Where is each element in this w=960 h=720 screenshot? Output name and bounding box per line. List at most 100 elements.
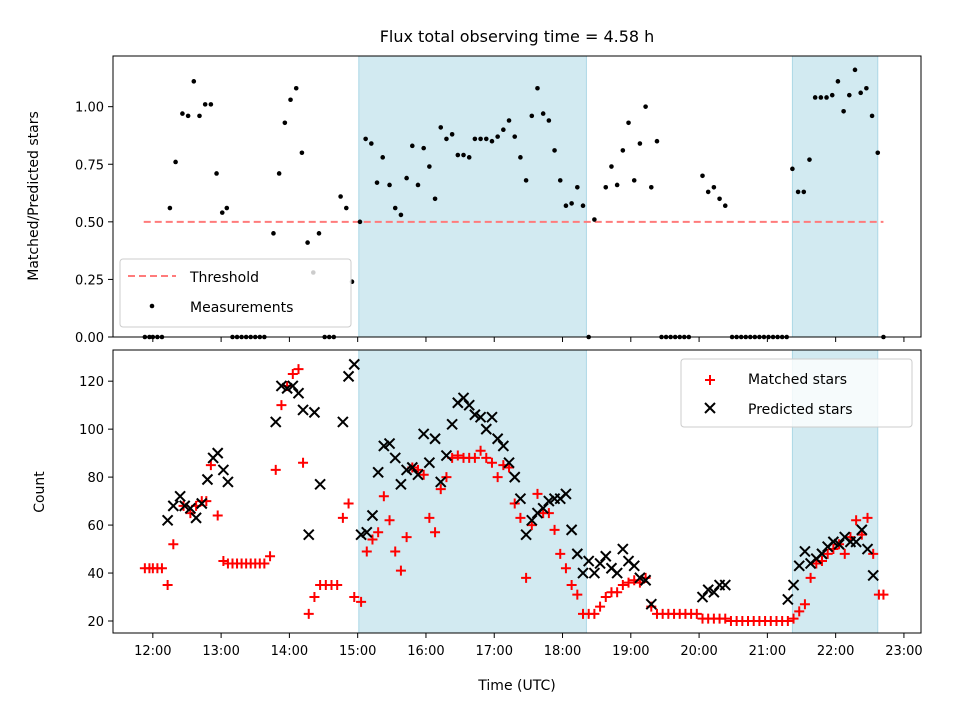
predicted-star-point xyxy=(337,416,349,428)
matched-star-point xyxy=(270,464,281,475)
measurement-point xyxy=(489,138,495,144)
matched-star-point xyxy=(600,592,611,603)
matched-star-point xyxy=(361,546,372,557)
measurement-point xyxy=(869,113,875,119)
predicted-star-point xyxy=(167,500,180,512)
measurement-point xyxy=(790,166,795,172)
measurement-point xyxy=(523,178,529,183)
measurement-point xyxy=(592,217,597,222)
measurement-point xyxy=(392,205,398,211)
predicted-star-point xyxy=(645,598,657,610)
measurement-point xyxy=(214,171,219,176)
matched-star-point xyxy=(492,472,503,483)
predicted-star-point xyxy=(287,380,299,392)
predicted-star-point xyxy=(537,502,549,514)
matched-star-point xyxy=(868,548,879,559)
measurement-point xyxy=(841,108,846,114)
measurement-point xyxy=(167,205,173,211)
measurement-point xyxy=(631,178,637,183)
measurement-point xyxy=(421,145,426,151)
x-tick-label: 23:00 xyxy=(885,644,922,659)
measurement-point xyxy=(427,164,432,169)
predicted-star-point xyxy=(577,567,589,579)
measurement-point xyxy=(540,111,546,116)
legend-predicted-swatch xyxy=(704,402,716,414)
measurement-point xyxy=(282,120,288,126)
bottom-panel: 12:00 13:00 14:00 15:00 16:00 17:00 18:00 19:00… xyxy=(32,349,923,694)
matched-stars-points xyxy=(139,364,889,627)
predicted-star-point xyxy=(850,536,862,548)
predicted-stars-points xyxy=(161,358,879,610)
predicted-star-point xyxy=(787,579,800,591)
matched-star-point xyxy=(691,608,702,619)
predicted-star-point xyxy=(611,567,623,579)
matched-star-point xyxy=(401,532,412,543)
predicted-star-point xyxy=(178,500,191,512)
predicted-star-point xyxy=(429,433,441,445)
predicted-star-point xyxy=(342,370,355,383)
matched-star-point xyxy=(788,613,799,624)
measurement-point xyxy=(288,97,293,103)
measurements-points xyxy=(142,67,886,340)
measurement-point xyxy=(374,180,380,185)
measurement-point xyxy=(654,138,660,144)
top-shaded-span-1 xyxy=(358,55,587,338)
measurement-point xyxy=(271,231,276,236)
bottom-y-tick-label: 20 xyxy=(87,615,104,630)
matched-star-point xyxy=(156,563,167,574)
measurement-point xyxy=(824,95,829,100)
measurement-point xyxy=(835,79,841,84)
predicted-star-point xyxy=(600,550,612,562)
matched-star-point xyxy=(259,558,270,569)
x-axis-label: Time (UTC) xyxy=(477,678,555,694)
measurement-point xyxy=(363,136,368,142)
top-legend-box xyxy=(119,258,352,328)
bottom-x-ticks: 12:00 13:00 14:00 15:00 16:00 17:00 18:00 19:00… xyxy=(134,633,923,659)
matched-star-point xyxy=(481,452,492,463)
measurement-point xyxy=(495,134,500,139)
predicted-star-point xyxy=(389,452,401,464)
measurement-point xyxy=(575,184,580,190)
predicted-star-point xyxy=(856,524,868,536)
matched-star-point xyxy=(469,452,480,463)
predicted-star-point xyxy=(617,543,629,555)
predicted-star-point xyxy=(457,392,470,404)
top-y-tick-label: 0.75 xyxy=(75,158,104,173)
measurement-point xyxy=(858,90,863,96)
measurement-point xyxy=(369,141,374,146)
predicted-star-point xyxy=(782,593,794,606)
measurement-point xyxy=(603,184,609,190)
predicted-star-point xyxy=(412,469,424,481)
measurement-point xyxy=(620,148,626,153)
top-panel: 0.00 0.25 0.50 0.75 1.00 Matched/Predicted s… xyxy=(26,55,922,346)
matched-star-point xyxy=(378,491,389,502)
measurement-point xyxy=(180,111,185,116)
predicted-star-point xyxy=(582,555,595,567)
matched-star-point xyxy=(441,472,452,483)
measurement-point xyxy=(455,152,461,158)
predicted-star-point xyxy=(435,476,447,488)
predicted-star-point xyxy=(161,514,174,526)
bottom-y-axis-label: Count xyxy=(32,471,48,513)
matched-star-point xyxy=(276,400,287,411)
measurement-point xyxy=(700,173,705,179)
matched-star-point xyxy=(595,601,606,612)
matched-star-point xyxy=(845,532,856,543)
x-tick-label: 13:00 xyxy=(202,644,239,659)
measurement-point xyxy=(208,102,214,107)
measurement-point xyxy=(643,104,648,109)
matched-star-point xyxy=(504,462,515,473)
matched-star-point xyxy=(555,548,566,559)
measurement-point xyxy=(705,189,711,195)
predicted-star-point xyxy=(594,557,606,570)
predicted-star-point xyxy=(514,492,527,505)
x-tick-label: 20:00 xyxy=(680,644,717,659)
predicted-star-point xyxy=(383,437,396,450)
measurement-point xyxy=(432,196,438,202)
bottom-y-tick-label: 100 xyxy=(79,423,104,438)
predicted-star-point xyxy=(308,406,321,419)
matched-star-point xyxy=(303,608,314,619)
measurement-point xyxy=(626,120,631,126)
predicted-star-point xyxy=(503,457,515,469)
